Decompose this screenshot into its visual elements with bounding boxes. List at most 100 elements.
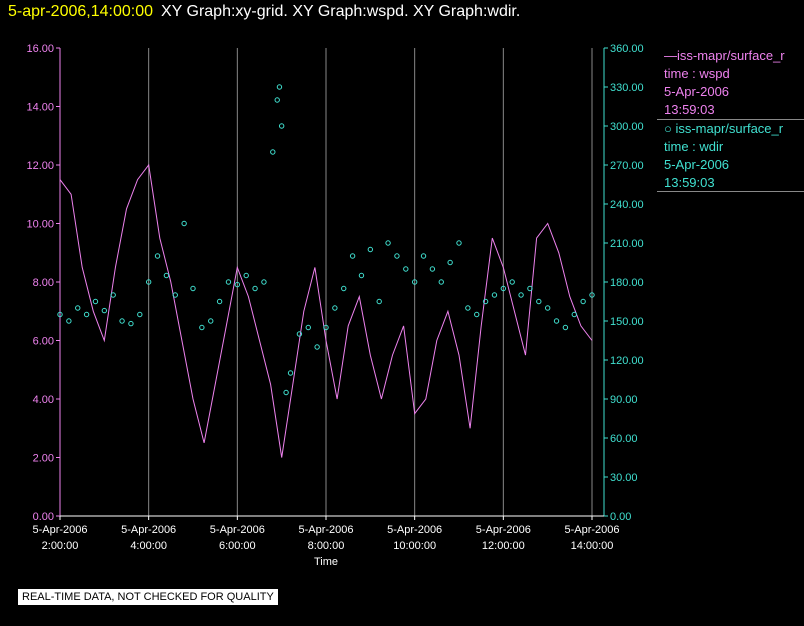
wdir-point: [119, 318, 125, 324]
x-tick-date: 5-Apr-2006: [121, 524, 176, 536]
right-tick-label: 180.00: [610, 277, 644, 289]
wdir-point: [75, 305, 81, 311]
wdir-point: [287, 370, 294, 376]
right-tick-label: 150.00: [610, 316, 644, 328]
left-tick-label: 2.00: [33, 453, 54, 465]
wdir-point: [349, 253, 356, 259]
legend-wspd-var: time : wspd: [664, 66, 730, 81]
wdir-point: [491, 292, 498, 298]
x-tick-time: 2:00:00: [42, 540, 79, 552]
wdir-point: [456, 240, 462, 246]
legend-wdir-source: ○ iss-mapr/surface_r: [664, 121, 784, 136]
wdir-point: [208, 318, 214, 324]
x-tick-time: 10:00:00: [393, 540, 436, 552]
left-tick-label: 14.00: [26, 102, 54, 114]
wdir-point: [137, 311, 143, 318]
x-tick-date: 5-Apr-2006: [476, 524, 531, 536]
quality-disclaimer: REAL-TIME DATA, NOT CHECKED FOR QUALITY: [18, 589, 278, 605]
legend-wdir-date: 5-Apr-2006: [664, 157, 730, 172]
wdir-point: [411, 279, 418, 285]
wdir-point: [296, 331, 303, 337]
wdir-point: [274, 97, 280, 103]
right-tick-label: 330.00: [610, 82, 644, 94]
legend-divider-bottom: [657, 191, 804, 192]
wdir-point: [261, 279, 267, 285]
right-tick-label: 210.00: [610, 238, 644, 250]
x-tick-time: 12:00:00: [482, 540, 525, 552]
left-tick-label: 16.00: [26, 43, 54, 55]
wdir-point: [305, 324, 311, 331]
wdir-point: [420, 253, 427, 259]
legend-wspd: —iss-mapr/surface_r time : wspd 5-Apr-20…: [664, 47, 785, 119]
wdir-point: [83, 311, 90, 318]
x-tick-date: 5-Apr-2006: [210, 524, 265, 536]
legend-wdir-var: time : wdir: [664, 139, 724, 154]
chart-title: 5-apr-2006,14:00:00 XY Graph:xy-grid. XY …: [8, 3, 520, 21]
wdir-point: [283, 389, 289, 396]
wdir-point: [562, 324, 569, 331]
wdir-point: [234, 281, 241, 288]
wdir-point: [278, 123, 285, 129]
wdir-point: [128, 320, 134, 327]
x-tick-date: 5-Apr-2006: [387, 524, 442, 536]
wdir-point: [154, 253, 161, 259]
right-tick-label: 300.00: [610, 121, 644, 133]
wdir-point: [465, 305, 471, 311]
right-tick-label: 90.00: [610, 394, 638, 406]
wdir-point: [527, 285, 533, 292]
wdir-point: [270, 149, 276, 155]
x-tick-date: 5-Apr-2006: [564, 524, 619, 536]
legend-wspd-date: 5-Apr-2006: [664, 84, 730, 99]
wdir-point: [438, 279, 444, 285]
wdir-point: [172, 292, 178, 298]
x-tick-time: 8:00:00: [308, 540, 345, 552]
wdir-point: [216, 298, 223, 305]
wdir-point: [367, 246, 374, 253]
wdir-point: [376, 298, 382, 305]
wdir-point: [589, 292, 595, 298]
wdir-point: [145, 279, 152, 285]
wdir-point: [571, 311, 577, 318]
left-tick-label: 0.00: [33, 511, 54, 523]
wdir-point: [474, 311, 480, 318]
wdir-point: [243, 272, 249, 279]
wdir-point: [447, 259, 453, 266]
wdir-point: [341, 285, 347, 292]
title-timestamp: 5-apr-2006,14:00:00: [8, 3, 153, 20]
wdir-point: [500, 285, 507, 292]
wdir-point: [358, 272, 365, 279]
left-tick-label: 10.00: [26, 219, 54, 231]
wdir-point: [332, 305, 338, 311]
wdir-point: [314, 344, 320, 350]
x-tick-time: 4:00:00: [130, 540, 167, 552]
x-tick-time: 14:00:00: [571, 540, 614, 552]
wdir-point: [553, 318, 560, 324]
x-tick-date: 5-Apr-2006: [32, 524, 87, 536]
wdir-point: [403, 266, 409, 272]
legend-wspd-source: —iss-mapr/surface_r: [664, 48, 785, 63]
wdir-point: [92, 298, 99, 305]
wdir-point: [66, 318, 72, 324]
wspd-series-line: [59, 163, 593, 458]
wdir-point: [225, 279, 232, 285]
right-tick-label: 360.00: [610, 43, 644, 55]
x-tick-date: 5-Apr-2006: [298, 524, 353, 536]
wdir-point: [536, 298, 542, 305]
wdir-point: [163, 272, 170, 279]
wdir-point: [323, 324, 329, 331]
right-tick-label: 0.00: [610, 511, 631, 523]
wdir-point: [252, 285, 258, 292]
title-graphs: XY Graph:xy-grid. XY Graph:wspd. XY Grap…: [161, 3, 521, 20]
x-axis-label: Time: [314, 556, 338, 568]
right-tick-label: 30.00: [610, 472, 638, 484]
legend-wdir-time: 13:59:03: [664, 175, 715, 190]
right-tick-label: 60.00: [610, 433, 638, 445]
wdir-point: [509, 279, 515, 285]
right-tick-label: 240.00: [610, 199, 644, 211]
left-tick-label: 4.00: [33, 394, 54, 406]
legend-wdir: ○ iss-mapr/surface_r time : wdir 5-Apr-2…: [664, 120, 783, 192]
x-tick-time: 6:00:00: [219, 540, 256, 552]
wdir-point: [101, 307, 108, 314]
wdir-point: [110, 292, 116, 298]
